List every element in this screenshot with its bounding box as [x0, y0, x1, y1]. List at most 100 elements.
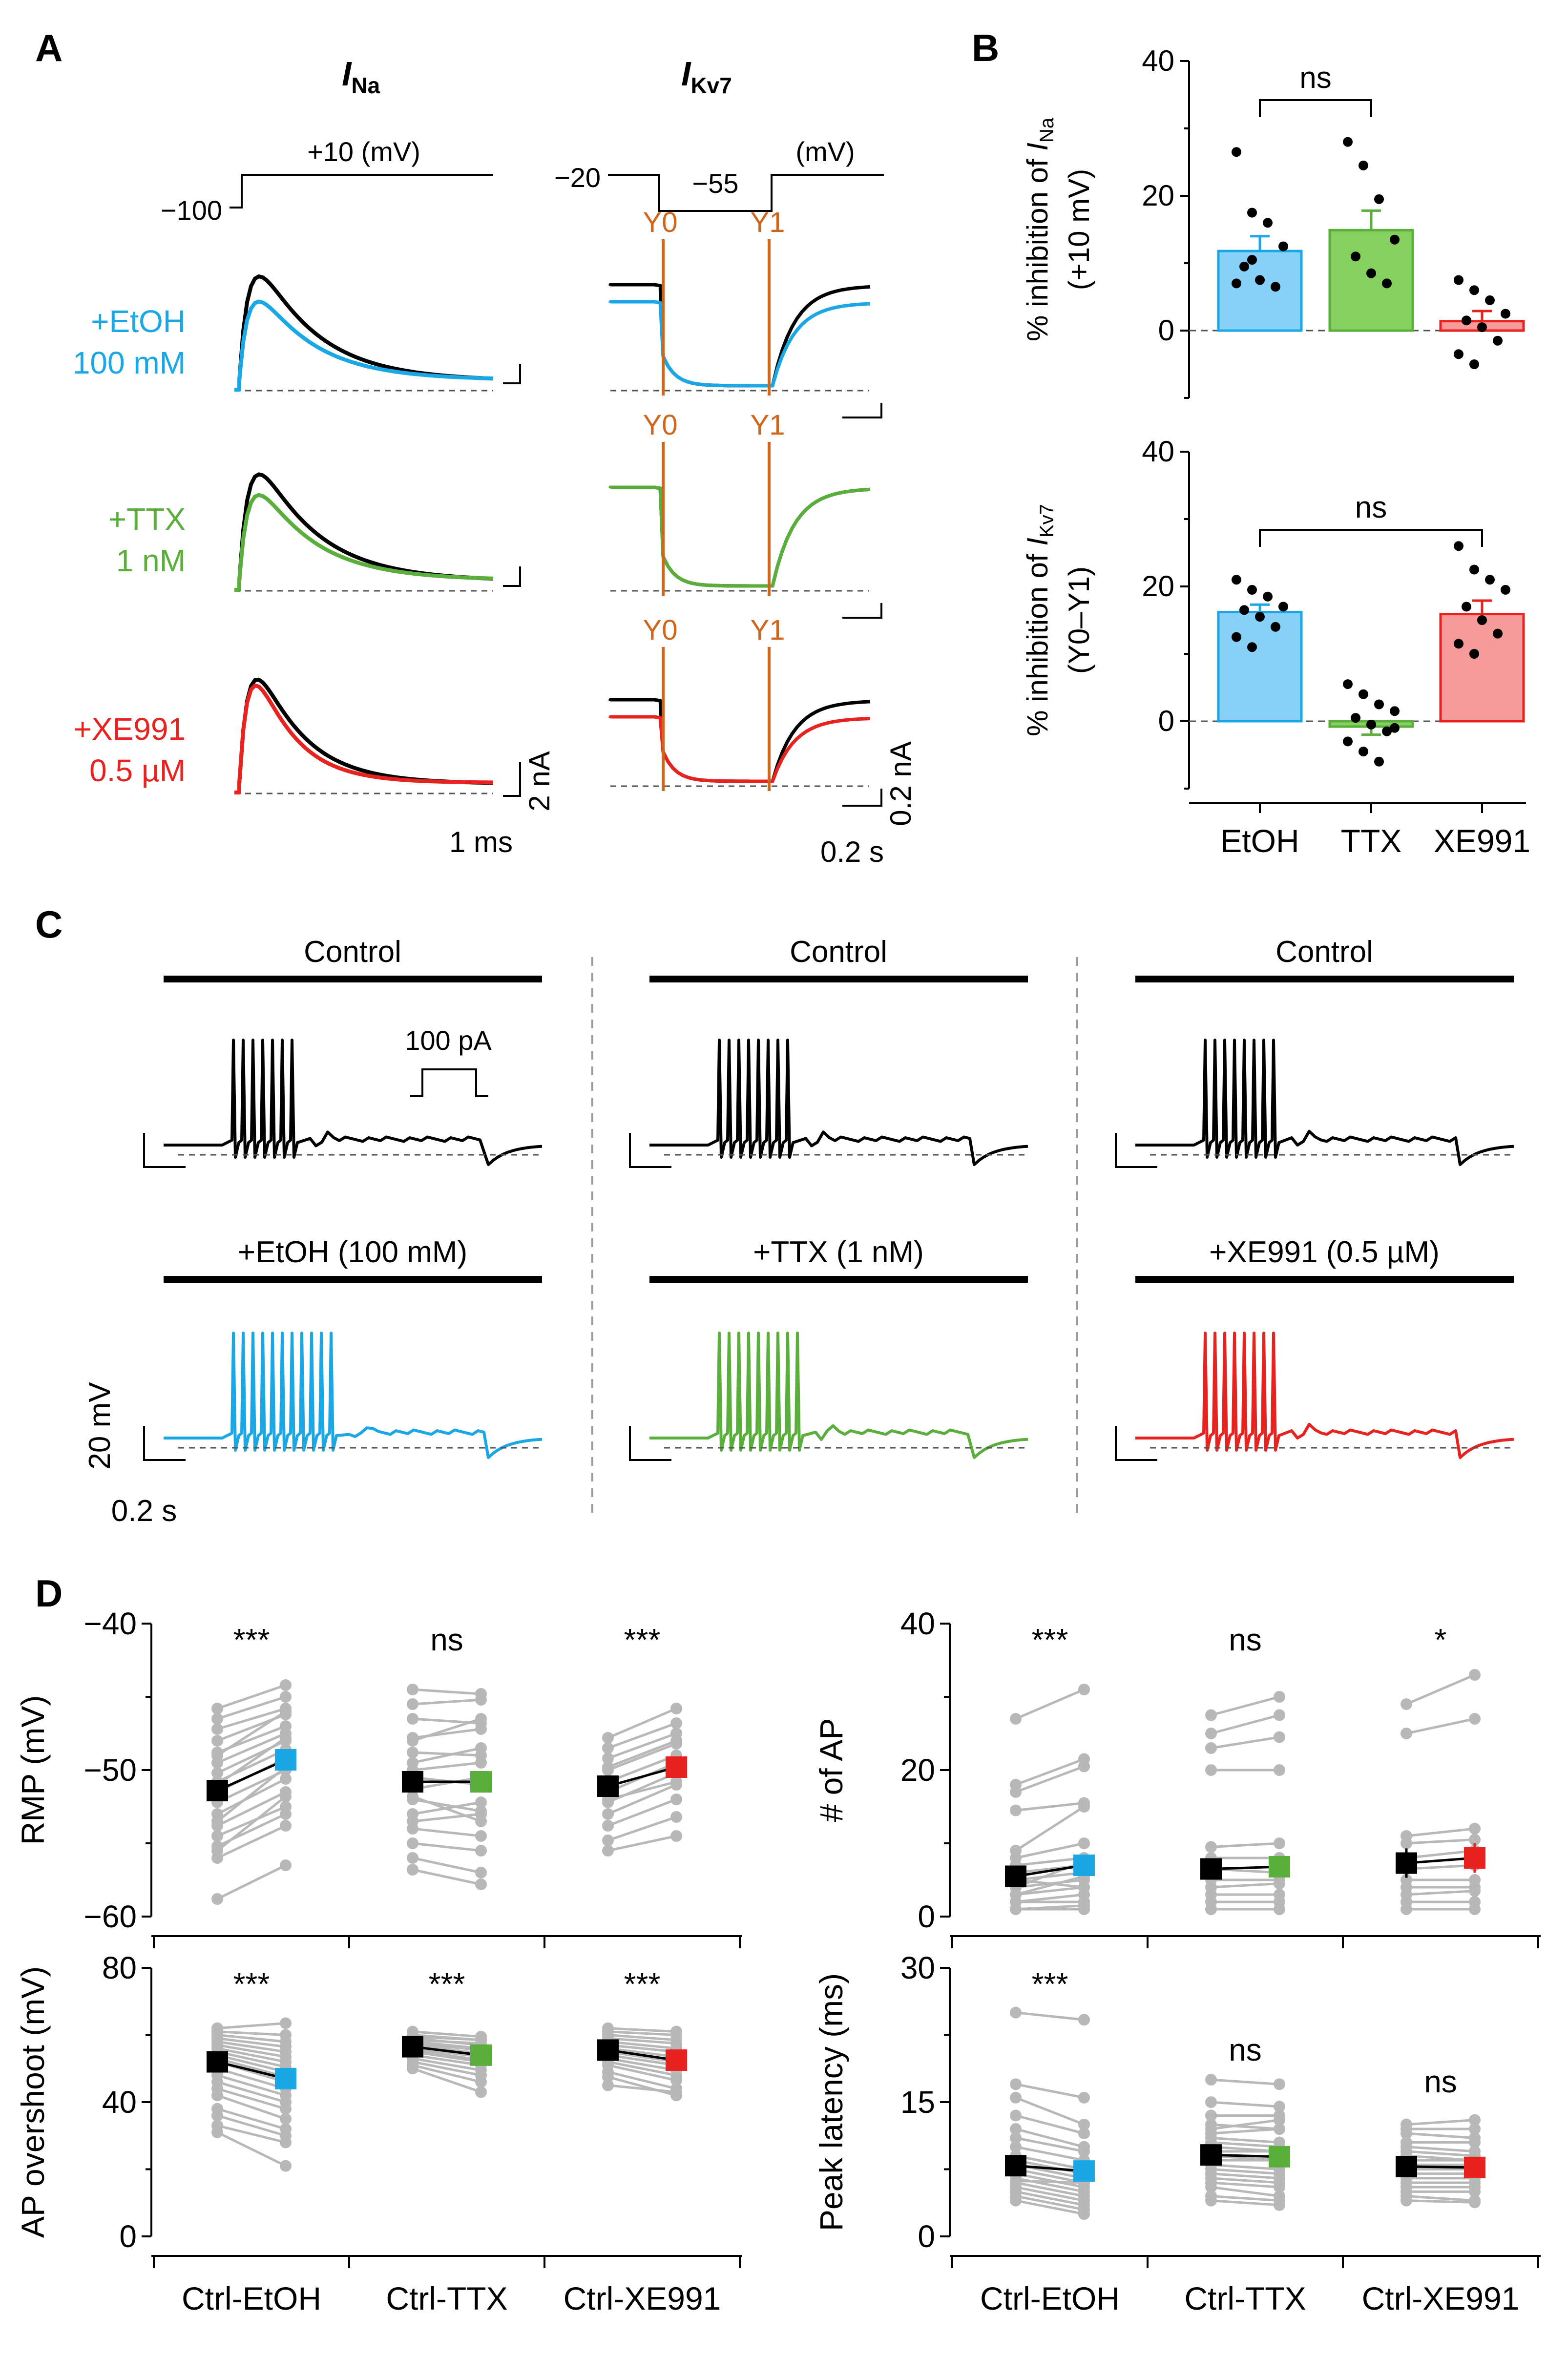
pair-line: [412, 1842, 481, 1852]
pair-point-drug: [1078, 1899, 1090, 1912]
pair-line: [1015, 1893, 1085, 1903]
pair-line: [1406, 1864, 1475, 1870]
pair-point-drug: [1469, 2114, 1481, 2126]
label-control: Control: [1275, 935, 1373, 969]
pair-point-ctrl: [211, 1893, 223, 1905]
mean-marker-ctrl: [402, 1771, 423, 1793]
pair-line: [217, 2074, 286, 2097]
pair-line: [412, 2067, 481, 2093]
data-point: [1454, 639, 1463, 649]
pair-point-drug: [1469, 2186, 1481, 2198]
d-y-tick-label: 20: [900, 1752, 935, 1788]
pair-line: [607, 2040, 677, 2050]
d-y-tick-label: 15: [900, 2085, 935, 2120]
pair-point-ctrl: [1205, 1903, 1217, 1915]
pair-line: [216, 2131, 287, 2167]
pair-line: [1211, 2123, 1280, 2130]
pair-line: [216, 1864, 287, 1900]
pair-line: [217, 2114, 286, 2137]
pair-point-drug: [475, 1723, 487, 1735]
label-drug: +EtOH (100 mM): [238, 1235, 467, 1269]
pair-line: [607, 2076, 677, 2097]
pair-line: [1015, 2154, 1085, 2170]
mean-marker-drug: [1073, 1855, 1095, 1876]
pair-point-ctrl: [602, 1752, 614, 1764]
c-scale-bar: [629, 1426, 671, 1461]
d-x-label: Ctrl-TTX: [1184, 2280, 1306, 2316]
pair-line: [412, 1688, 481, 1695]
ikv7-protocol: [608, 174, 884, 212]
pair-line: [1211, 1714, 1280, 1735]
significance-label: ns: [1229, 1622, 1262, 1657]
stim-label: 100 pA: [405, 1025, 492, 1056]
pair-line: [412, 2048, 481, 2062]
pair-line: [216, 1736, 287, 1786]
data-point: [1247, 208, 1257, 218]
bar-etoh: [1217, 250, 1303, 332]
pair-line: [1015, 2181, 1085, 2197]
data-point: [1469, 564, 1479, 575]
ina-scale-bars: [503, 364, 521, 797]
ina-scale-x: 1 ms: [449, 826, 513, 858]
row-label-xe-2: 0.5 µM: [89, 753, 186, 788]
pair-line: [216, 1710, 287, 1757]
d-y-label: Peak latency (ms): [813, 1973, 849, 2231]
pair-line: [216, 1766, 287, 1822]
pair-line: [1015, 2168, 1085, 2184]
pair-point-drug: [1078, 2014, 1090, 2026]
c-scale-x: 0.2 s: [111, 1494, 177, 1528]
pair-line: [412, 2050, 481, 2063]
pair-point-drug: [475, 2034, 487, 2046]
pair-point-drug: [280, 1691, 292, 1703]
pair-point-drug: [1274, 2199, 1285, 2211]
pair-line: [217, 2034, 286, 2043]
pair-line: [412, 1776, 481, 1791]
d-x-label: Ctrl-EtOH: [980, 2280, 1120, 2316]
pair-point-drug: [475, 1694, 487, 1706]
data-point: [1232, 147, 1241, 157]
ikv7-trace-drug: [608, 300, 871, 388]
pair-line: [1211, 2141, 1280, 2149]
label-control: Control: [304, 935, 401, 969]
pair-line: [607, 1707, 677, 1739]
trace-drug: [1135, 1332, 1514, 1459]
pair-line: [1015, 1765, 1085, 1794]
pair-point-ctrl: [1205, 2096, 1217, 2108]
pair-line: [607, 2037, 677, 2045]
b-y-label-sub: Kv7: [1036, 504, 1058, 538]
pair-line: [216, 1777, 287, 1815]
pair-line: [412, 1751, 481, 1757]
pair-point-ctrl: [407, 1791, 418, 1802]
pair-line: [412, 2040, 481, 2050]
ikv7-trace-control: [608, 283, 871, 388]
pair-point-ctrl: [407, 1864, 418, 1876]
d-y-label: RMP (mV): [15, 1695, 51, 1845]
pair-line: [217, 1732, 286, 1764]
d-y-tick-label: 0: [918, 2219, 935, 2254]
pair-line: [1211, 2199, 1280, 2207]
mean-line: [412, 2045, 481, 2057]
pair-point-ctrl: [1010, 2078, 1022, 2090]
bar-xe991: [1439, 613, 1525, 723]
y1-label: Y1: [751, 614, 785, 646]
data-point: [1469, 285, 1479, 295]
pair-point-drug: [475, 1830, 487, 1842]
b-y-tick-label: 0: [1158, 705, 1174, 737]
b-y-label-line2: (Y0–Y1): [1063, 566, 1095, 674]
pair-point-ctrl: [211, 2089, 223, 2102]
d-y-tick-label: 0: [918, 1899, 935, 1934]
significance-label: ***: [233, 1622, 270, 1657]
pair-line: [607, 1815, 677, 1842]
pair-point-drug: [475, 2076, 487, 2088]
ina-trace-control: [234, 472, 494, 592]
pair-line: [217, 2047, 286, 2063]
data-point: [1462, 315, 1471, 326]
pair-point-ctrl: [1010, 1896, 1022, 1908]
pair-line: [607, 1722, 677, 1750]
d-x-label: Ctrl-XE991: [564, 2280, 721, 2316]
pair-line: [412, 2044, 481, 2055]
data-point: [1477, 322, 1487, 333]
significance-bracket: [1259, 529, 1483, 547]
pair-line: [1406, 1849, 1475, 1859]
pair-line: [1406, 1890, 1475, 1896]
